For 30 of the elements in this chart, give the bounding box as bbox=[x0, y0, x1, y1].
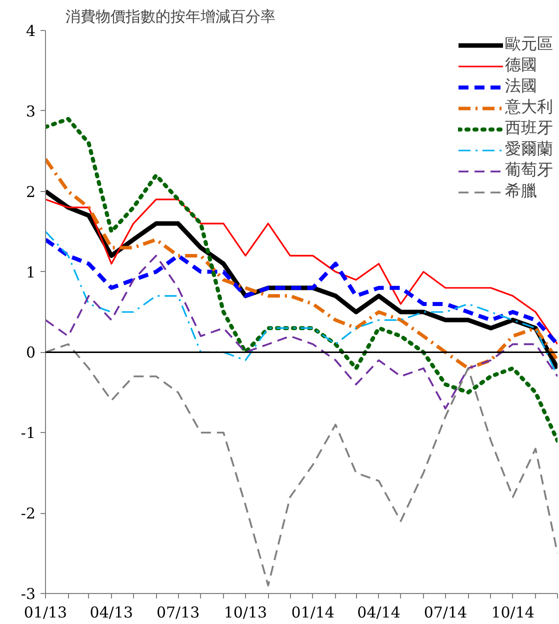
y-tick-label: 4 bbox=[26, 22, 36, 40]
y-tick-label: 2 bbox=[26, 182, 36, 201]
line-series bbox=[46, 198, 558, 345]
y-tick-label: 0 bbox=[26, 344, 36, 362]
x-tick-label: 10/13 bbox=[224, 604, 268, 622]
x-tick-label: 04/13 bbox=[90, 604, 134, 622]
x-tick-label: 01/14 bbox=[291, 604, 334, 622]
legend-label: 德國 bbox=[505, 55, 537, 76]
legend-label: 歐元區 bbox=[505, 34, 553, 55]
legend-label: 葡萄牙 bbox=[505, 160, 553, 181]
legend-label: 希臘 bbox=[505, 181, 537, 202]
y-tick-label: -3 bbox=[20, 585, 36, 603]
x-tick-label: 07/14 bbox=[424, 604, 468, 622]
line-series bbox=[46, 254, 558, 410]
y-tick-label: -2 bbox=[20, 504, 36, 523]
line-series bbox=[46, 116, 558, 443]
legend-label: 意大利 bbox=[505, 97, 553, 118]
y-tick-label: 3 bbox=[26, 102, 36, 120]
y-tick-label: 1 bbox=[26, 263, 36, 282]
chart-title: 消費物價指數的按年增減百分率 bbox=[66, 8, 276, 26]
legend-label: 西班牙 bbox=[505, 118, 553, 139]
legend-label: 愛爾蘭 bbox=[505, 139, 553, 160]
line-series bbox=[46, 230, 558, 378]
y-tick-label: -1 bbox=[20, 424, 36, 442]
x-tick-label: 07/13 bbox=[156, 604, 200, 622]
x-tick-label: 10/14 bbox=[491, 604, 534, 622]
line-series bbox=[46, 157, 558, 370]
x-tick-label: 01/13 bbox=[24, 604, 68, 622]
legend-label: 法國 bbox=[505, 76, 537, 97]
x-tick-label: 04/14 bbox=[357, 604, 400, 622]
